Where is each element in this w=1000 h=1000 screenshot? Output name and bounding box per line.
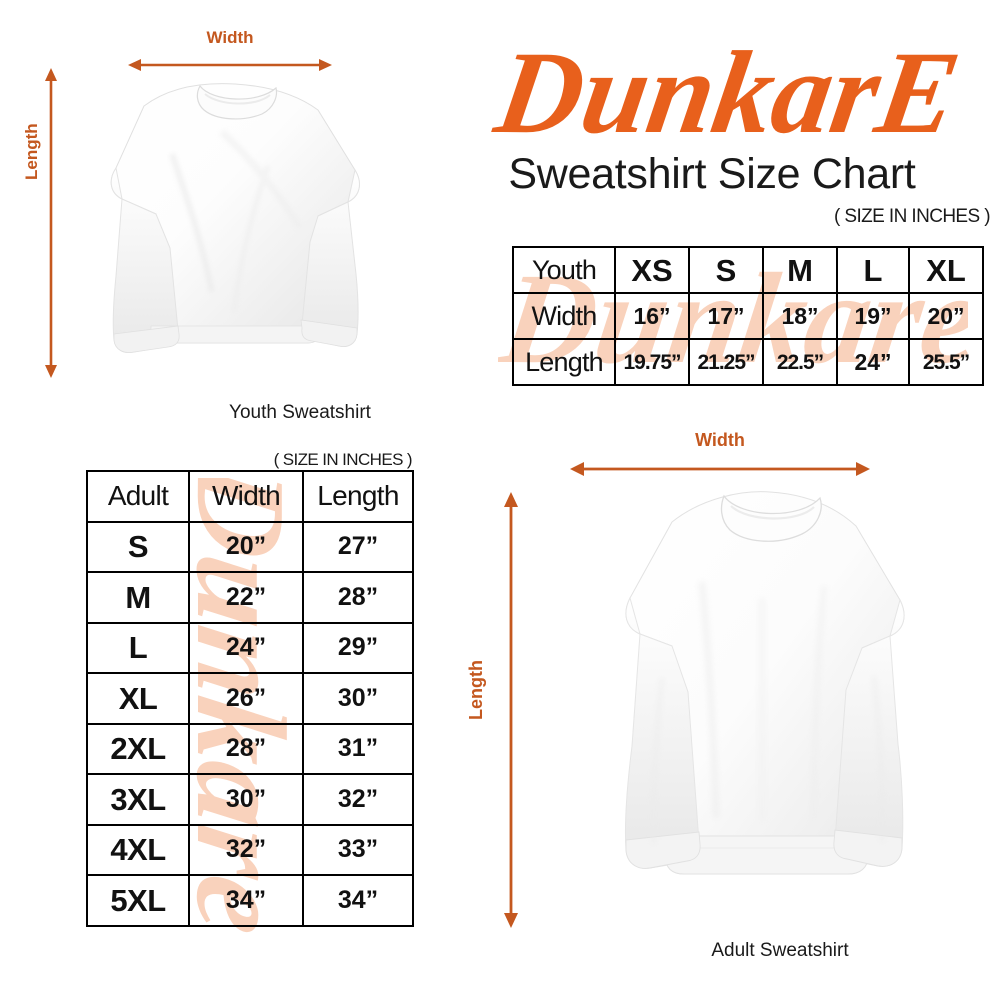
youth-length-xs: 19.75”	[614, 338, 690, 386]
youth-width-s: 17”	[688, 292, 764, 340]
table-row: XL 26” 30”	[86, 672, 414, 725]
adult-size-4xl: 4XL	[86, 823, 190, 876]
adult-width-arrow-icon	[570, 458, 870, 480]
adult-width-l: 24”	[188, 621, 304, 674]
adult-length-4xl: 33”	[302, 823, 414, 876]
adult-size-l: L	[86, 621, 190, 674]
table-row: Youth XS S M L XL	[512, 246, 984, 294]
youth-row-header-label: Youth	[512, 246, 616, 294]
youth-size-l: L	[836, 246, 910, 294]
adult-size-table: Adult Width Length S 20” 27” M 22” 28” L…	[86, 470, 414, 927]
adult-size-5xl: 5XL	[86, 874, 190, 927]
adult-length-s: 27”	[302, 520, 414, 573]
youth-width-m: 18”	[762, 292, 838, 340]
youth-sweatshirt-image	[110, 83, 360, 353]
adult-length-xl: 30”	[302, 672, 414, 725]
youth-width-row-label: Width	[512, 292, 616, 340]
adult-width-measure-label: Width	[695, 430, 745, 450]
adult-length-arrow-icon	[500, 492, 522, 928]
table-row: 4XL 32” 33”	[86, 823, 414, 876]
youth-length-measure-label: Length	[22, 123, 41, 180]
adult-col-header-width: Width	[188, 470, 304, 523]
adult-col-header-length: Length	[302, 470, 414, 523]
brand-logo: DunkarE	[432, 28, 992, 158]
youth-width-measure-label: Width	[206, 28, 254, 47]
youth-width-xs: 16”	[614, 292, 690, 340]
youth-length-m: 22.5”	[762, 338, 838, 386]
youth-length-arrow-icon	[40, 68, 62, 378]
adult-width-3xl: 30”	[188, 773, 304, 826]
adult-width-4xl: 32”	[188, 823, 304, 876]
youth-length-row-label: Length	[512, 338, 616, 386]
youth-size-m: M	[762, 246, 838, 294]
table-row: L 24” 29”	[86, 621, 414, 674]
table-row: Width 16” 17” 18” 19” 20”	[512, 292, 984, 340]
adult-length-l: 29”	[302, 621, 414, 674]
youth-size-xs: XS	[614, 246, 690, 294]
adult-width-s: 20”	[188, 520, 304, 573]
table-row: 5XL 34” 34”	[86, 874, 414, 927]
adult-length-5xl: 34”	[302, 874, 414, 927]
adult-width-m: 22”	[188, 571, 304, 624]
youth-sweatshirt-caption: Youth Sweatshirt	[229, 402, 371, 423]
adult-size-3xl: 3XL	[86, 773, 190, 826]
table-row: 2XL 28” 31”	[86, 722, 414, 775]
youth-length-s: 21.25”	[688, 338, 764, 386]
table-row: 3XL 30” 32”	[86, 773, 414, 826]
adult-size-xl: XL	[86, 672, 190, 725]
adult-length-2xl: 31”	[302, 722, 414, 775]
page-title: Sweatshirt Size Chart	[508, 150, 916, 198]
youth-width-l: 19”	[836, 292, 910, 340]
youth-length-l: 24”	[836, 338, 910, 386]
adult-unit-note: ( SIZE IN INCHES )	[273, 450, 413, 469]
adult-size-2xl: 2XL	[86, 722, 190, 775]
adult-width-xl: 26”	[188, 672, 304, 725]
adult-sweatshirt-caption: Adult Sweatshirt	[711, 940, 849, 961]
adult-length-m: 28”	[302, 571, 414, 624]
adult-length-measure-label: Length	[466, 660, 486, 720]
adult-width-2xl: 28”	[188, 722, 304, 775]
youth-unit-note: ( SIZE IN INCHES )	[834, 206, 991, 227]
youth-size-xl: XL	[908, 246, 984, 294]
adult-length-3xl: 32”	[302, 773, 414, 826]
adult-size-s: S	[86, 520, 190, 573]
youth-width-arrow-icon	[128, 54, 332, 76]
adult-size-m: M	[86, 571, 190, 624]
table-row: S 20” 27”	[86, 520, 414, 573]
adult-width-5xl: 34”	[188, 874, 304, 927]
youth-size-table: Youth XS S M L XL Width 16” 17” 18” 19” …	[512, 246, 984, 386]
brand-logo-text: DunkarE	[487, 28, 968, 158]
adult-col-header-size: Adult	[86, 470, 190, 523]
adult-sweatshirt-image	[624, 491, 905, 875]
table-row: M 22” 28”	[86, 571, 414, 624]
table-row: Length 19.75” 21.25” 22.5” 24” 25.5”	[512, 338, 984, 386]
youth-length-xl: 25.5”	[908, 338, 984, 386]
youth-width-xl: 20”	[908, 292, 984, 340]
youth-size-s: S	[688, 246, 764, 294]
table-header-row: Adult Width Length	[86, 470, 414, 523]
